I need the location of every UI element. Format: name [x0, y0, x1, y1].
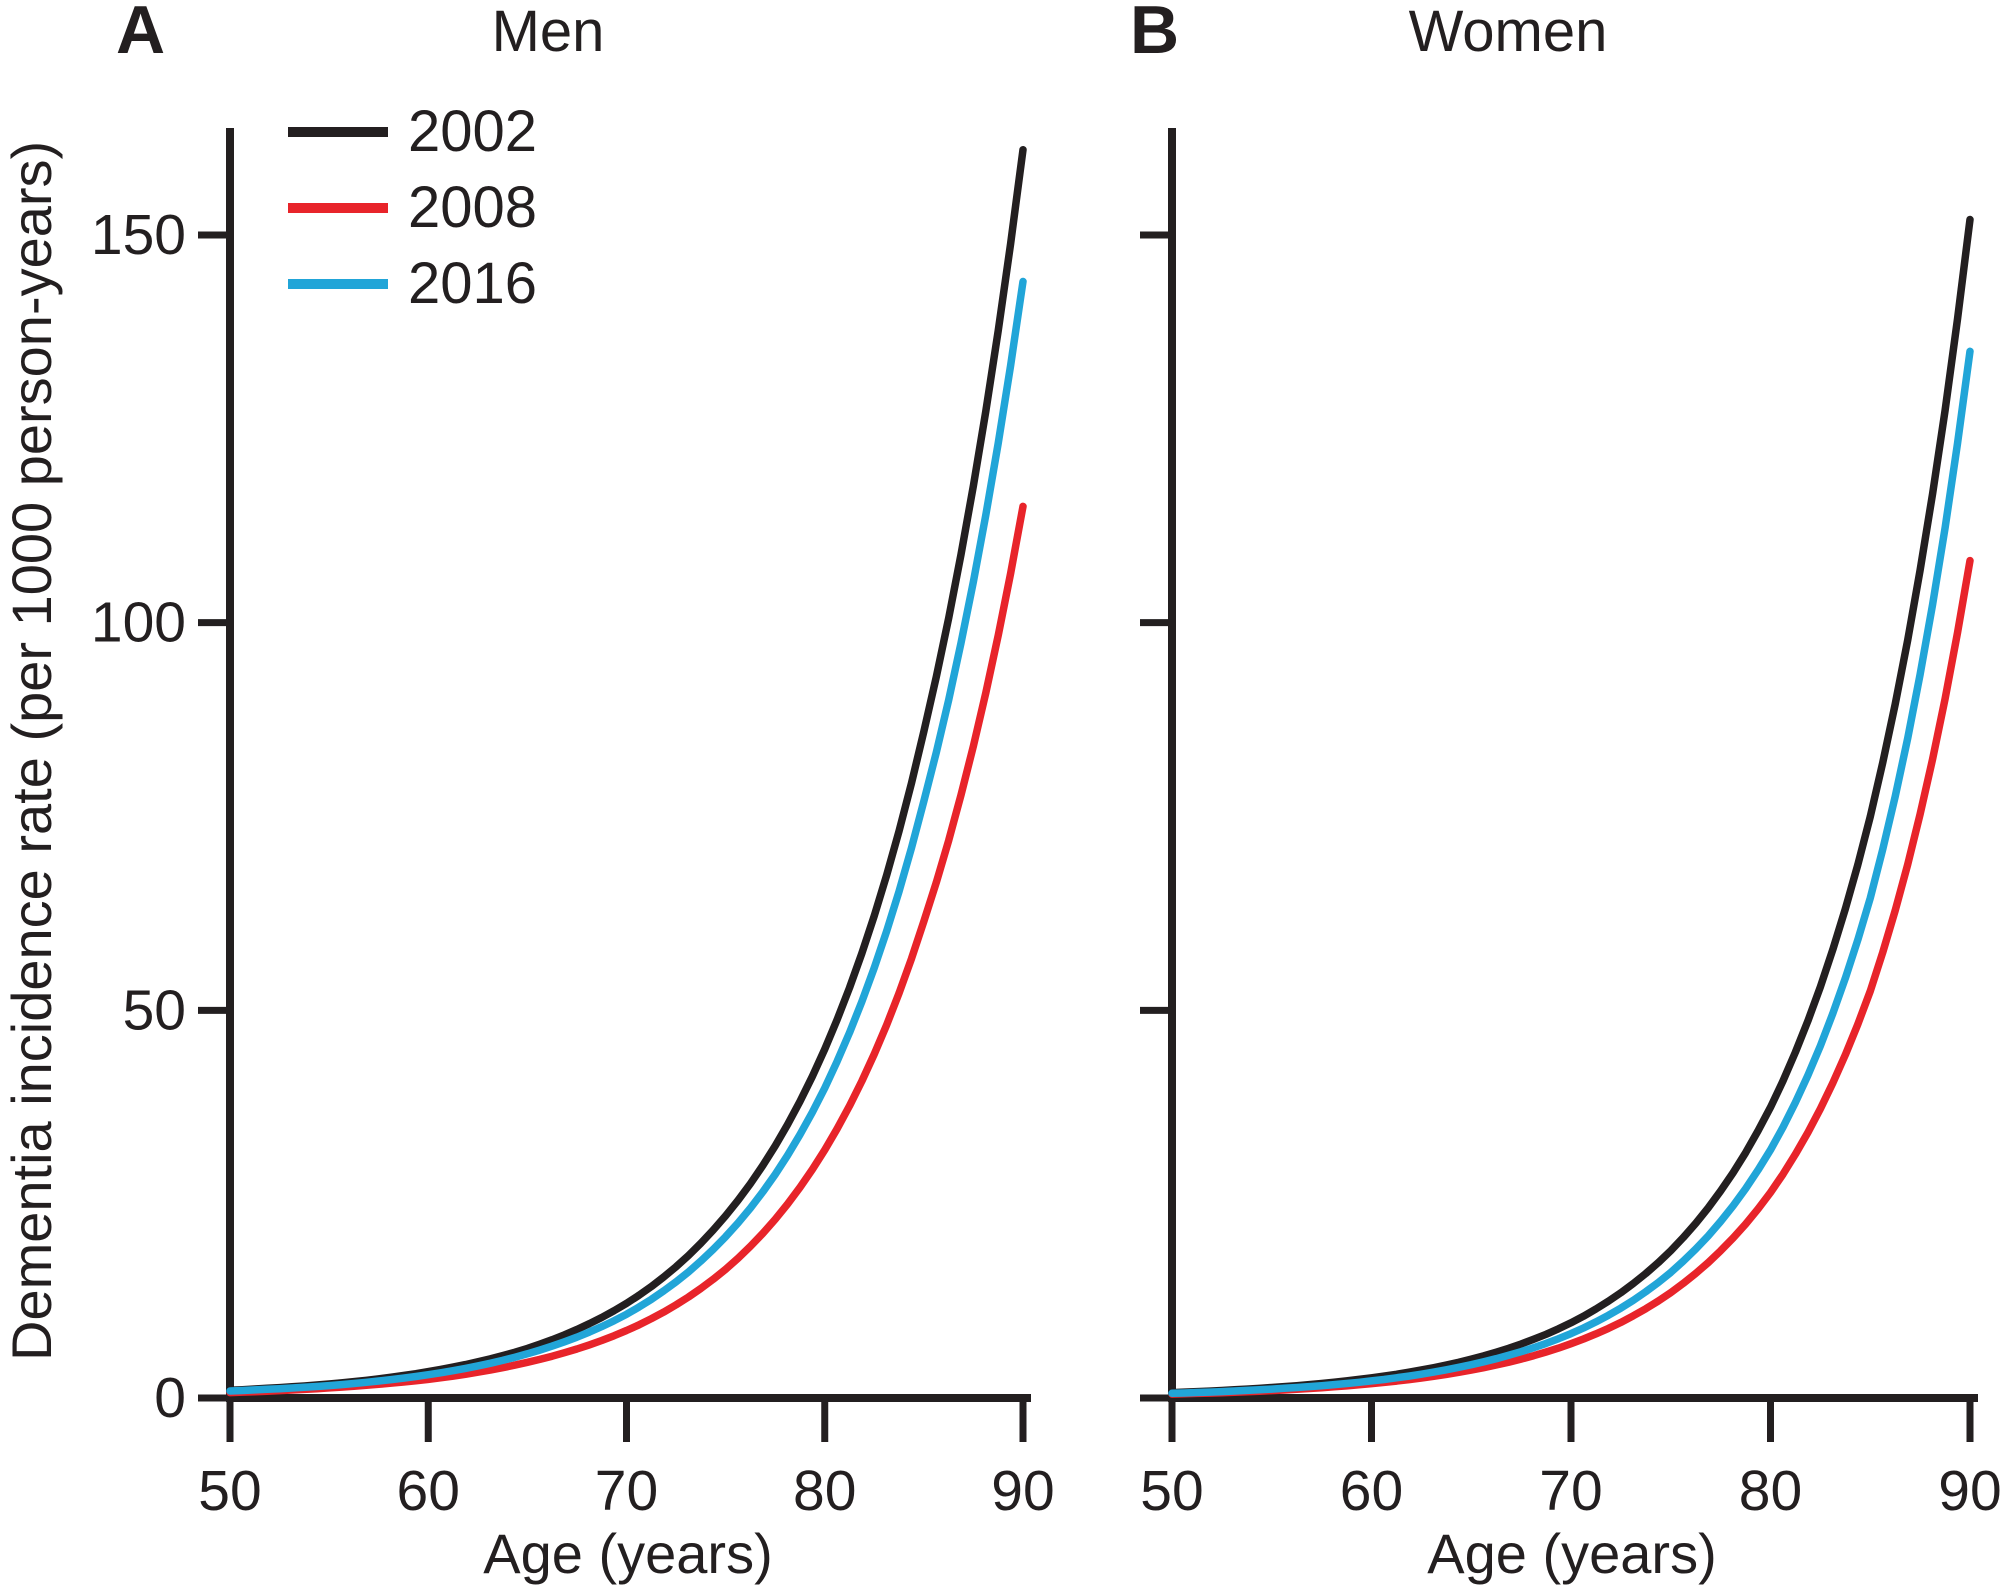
legend-swatch-2002 [288, 127, 388, 137]
x-tick-label: 70 [595, 1459, 658, 1523]
x-tick-label: 90 [991, 1459, 1054, 1523]
panel-b-letter: B [1130, 0, 1180, 68]
curve-2002-women [1168, 215, 1974, 1397]
y-axis-title: Dementia incidence rate (per 1000 person… [0, 140, 63, 1361]
curve-2008-women [1168, 556, 1974, 1398]
x-axis-title-women: Age (years) [1427, 1522, 1717, 1585]
legend-swatch-2016 [288, 279, 388, 289]
x-tick-label: 50 [1140, 1459, 1203, 1523]
x-tick-label: 80 [1739, 1459, 1802, 1523]
panel-a-title: Men [491, 0, 605, 64]
x-tick-label: 50 [198, 1459, 261, 1523]
x-tick-label: 60 [1340, 1459, 1403, 1523]
x-tick-label: 80 [793, 1459, 856, 1523]
y-tick-label: 150 [91, 203, 186, 267]
x-tick-label: 70 [1539, 1459, 1602, 1523]
legend-item-2016: 2016 [288, 246, 537, 322]
x-axis-title-men: Age (years) [483, 1522, 773, 1585]
curve-2008-men [226, 502, 1027, 1397]
panel-B: 50 60 70 80 90 [1140, 128, 2002, 1523]
curve-2016-women [1168, 347, 1974, 1398]
legend: 2002 2008 2016 [288, 94, 537, 322]
x-tick-label: 60 [397, 1459, 460, 1523]
panel-b-title: Women [1408, 0, 1608, 64]
x-tick-label: 90 [1938, 1459, 2001, 1523]
legend-item-2008: 2008 [288, 170, 537, 246]
legend-label-2002: 2002 [408, 99, 538, 164]
legend-label-2016: 2016 [408, 251, 538, 316]
legend-label-2008: 2008 [408, 175, 538, 240]
curve-2002-men [226, 145, 1027, 1394]
legend-item-2002: 2002 [288, 94, 537, 170]
y-tick-label: 50 [123, 978, 186, 1042]
curve-2016-men [226, 277, 1027, 1395]
panel-a-letter: A [116, 0, 166, 68]
y-tick-label: 0 [154, 1366, 186, 1430]
legend-swatch-2008 [288, 203, 388, 213]
y-tick-label: 100 [91, 591, 186, 655]
